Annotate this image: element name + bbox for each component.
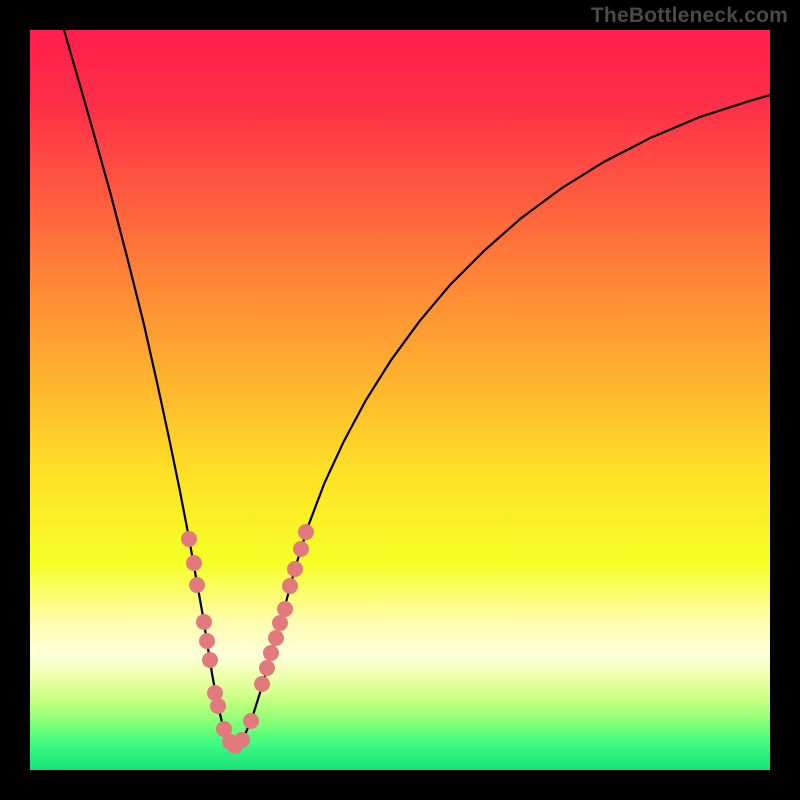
data-marker [196,614,212,630]
data-marker [234,732,250,748]
plot-area [30,30,770,770]
data-marker [199,633,215,649]
data-marker [277,601,293,617]
data-marker [186,555,202,571]
data-marker [293,541,309,557]
data-marker [210,698,226,714]
watermark-text: TheBottleneck.com [591,4,788,28]
data-marker [189,577,205,593]
data-marker [298,524,314,540]
data-marker [268,630,284,646]
data-marker [282,578,298,594]
data-marker [263,645,279,661]
data-marker [287,561,303,577]
data-marker [272,615,288,631]
data-marker [254,676,270,692]
marker-layer [30,30,770,770]
chart-frame: TheBottleneck.com [0,0,800,800]
data-marker [259,660,275,676]
data-marker [243,713,259,729]
data-marker [202,652,218,668]
data-marker [181,531,197,547]
